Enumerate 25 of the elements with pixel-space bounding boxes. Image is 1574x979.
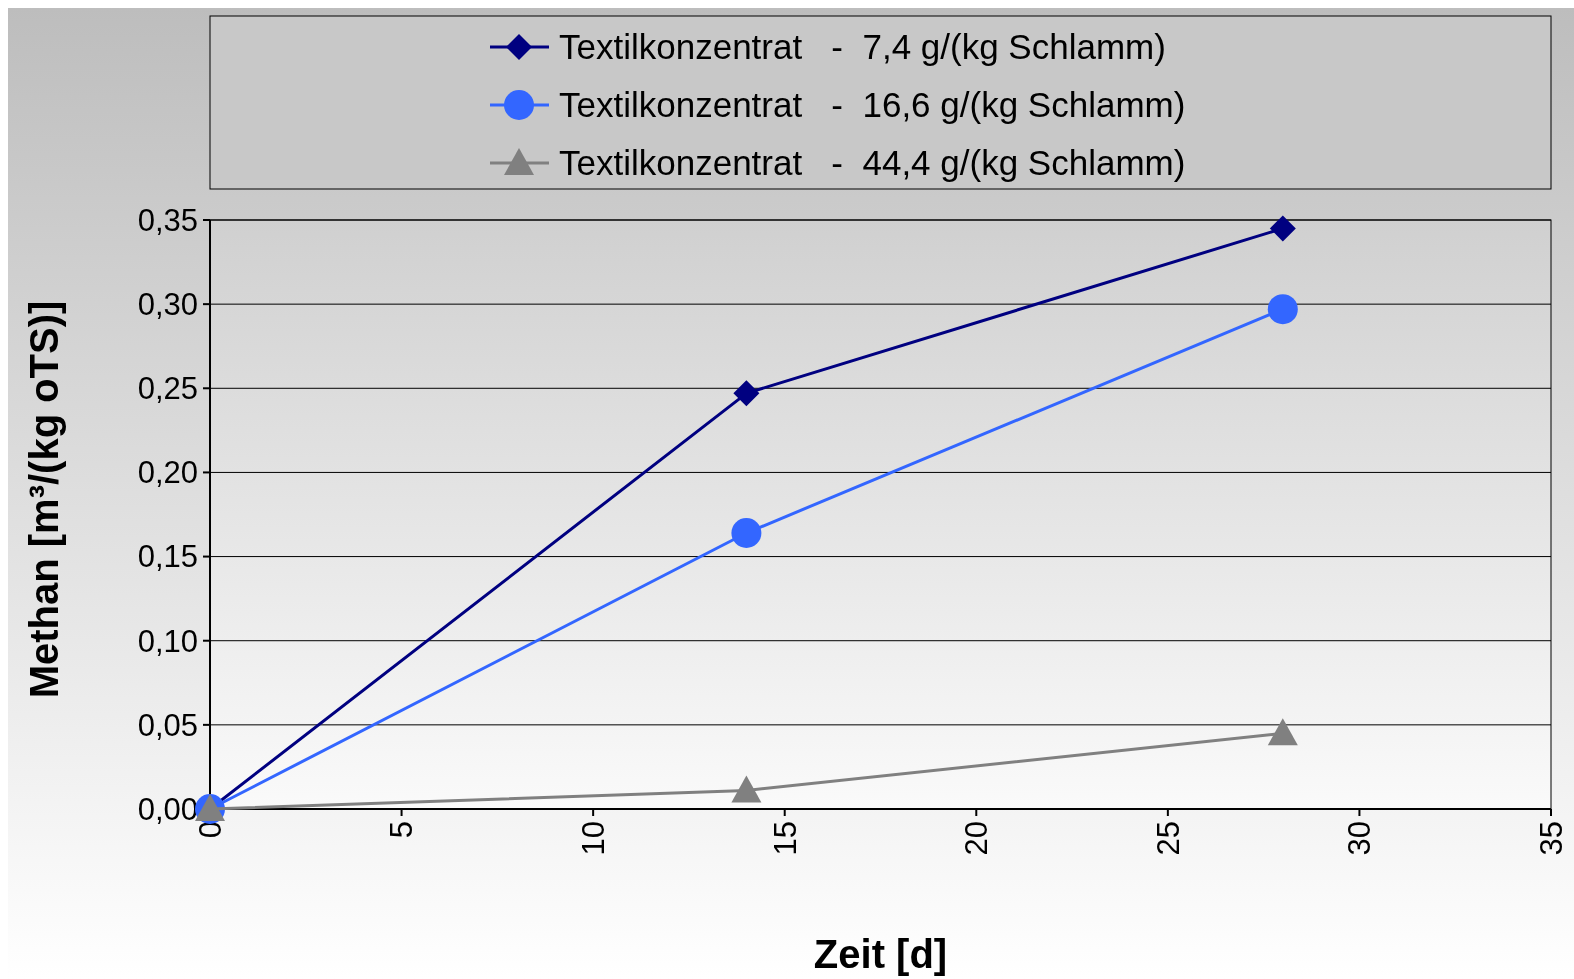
- x-tick-label: 20: [959, 821, 995, 856]
- point: [1267, 294, 1298, 325]
- y-tick-label: 0,30: [137, 286, 198, 322]
- point: [1269, 215, 1296, 242]
- point: [1267, 718, 1298, 746]
- legend-label: Textilkonzentrat - 16,6 g/(kg Schlamm): [559, 85, 1186, 125]
- y-tick-label: 0,35: [137, 202, 198, 238]
- x-tick-label: 10: [575, 821, 611, 856]
- legend-label: Textilkonzentrat - 44,4 g/(kg Schlamm): [559, 143, 1186, 183]
- x-tick-label: 30: [1342, 821, 1378, 856]
- x-tick-label: 25: [1150, 821, 1186, 856]
- point: [731, 775, 762, 803]
- point: [733, 380, 760, 407]
- y-axis-title: Methan [m³/(kg oTS)]: [22, 300, 66, 699]
- y-tick-label: 0,10: [137, 623, 198, 659]
- point: [731, 518, 762, 549]
- x-tick-label: 15: [767, 821, 803, 856]
- x-tick-label: 5: [384, 821, 420, 839]
- x-axis-title: Zeit [d]: [813, 932, 948, 976]
- y-tick-label: 0,05: [137, 707, 198, 743]
- y-tick-label: 0,20: [137, 455, 198, 491]
- legend-label: Textilkonzentrat - 7,4 g/(kg Schlamm): [559, 27, 1166, 67]
- y-tick-label: 0,15: [137, 539, 198, 575]
- y-tick-label: 0,25: [137, 371, 198, 407]
- x-tick-label: 35: [1533, 821, 1569, 856]
